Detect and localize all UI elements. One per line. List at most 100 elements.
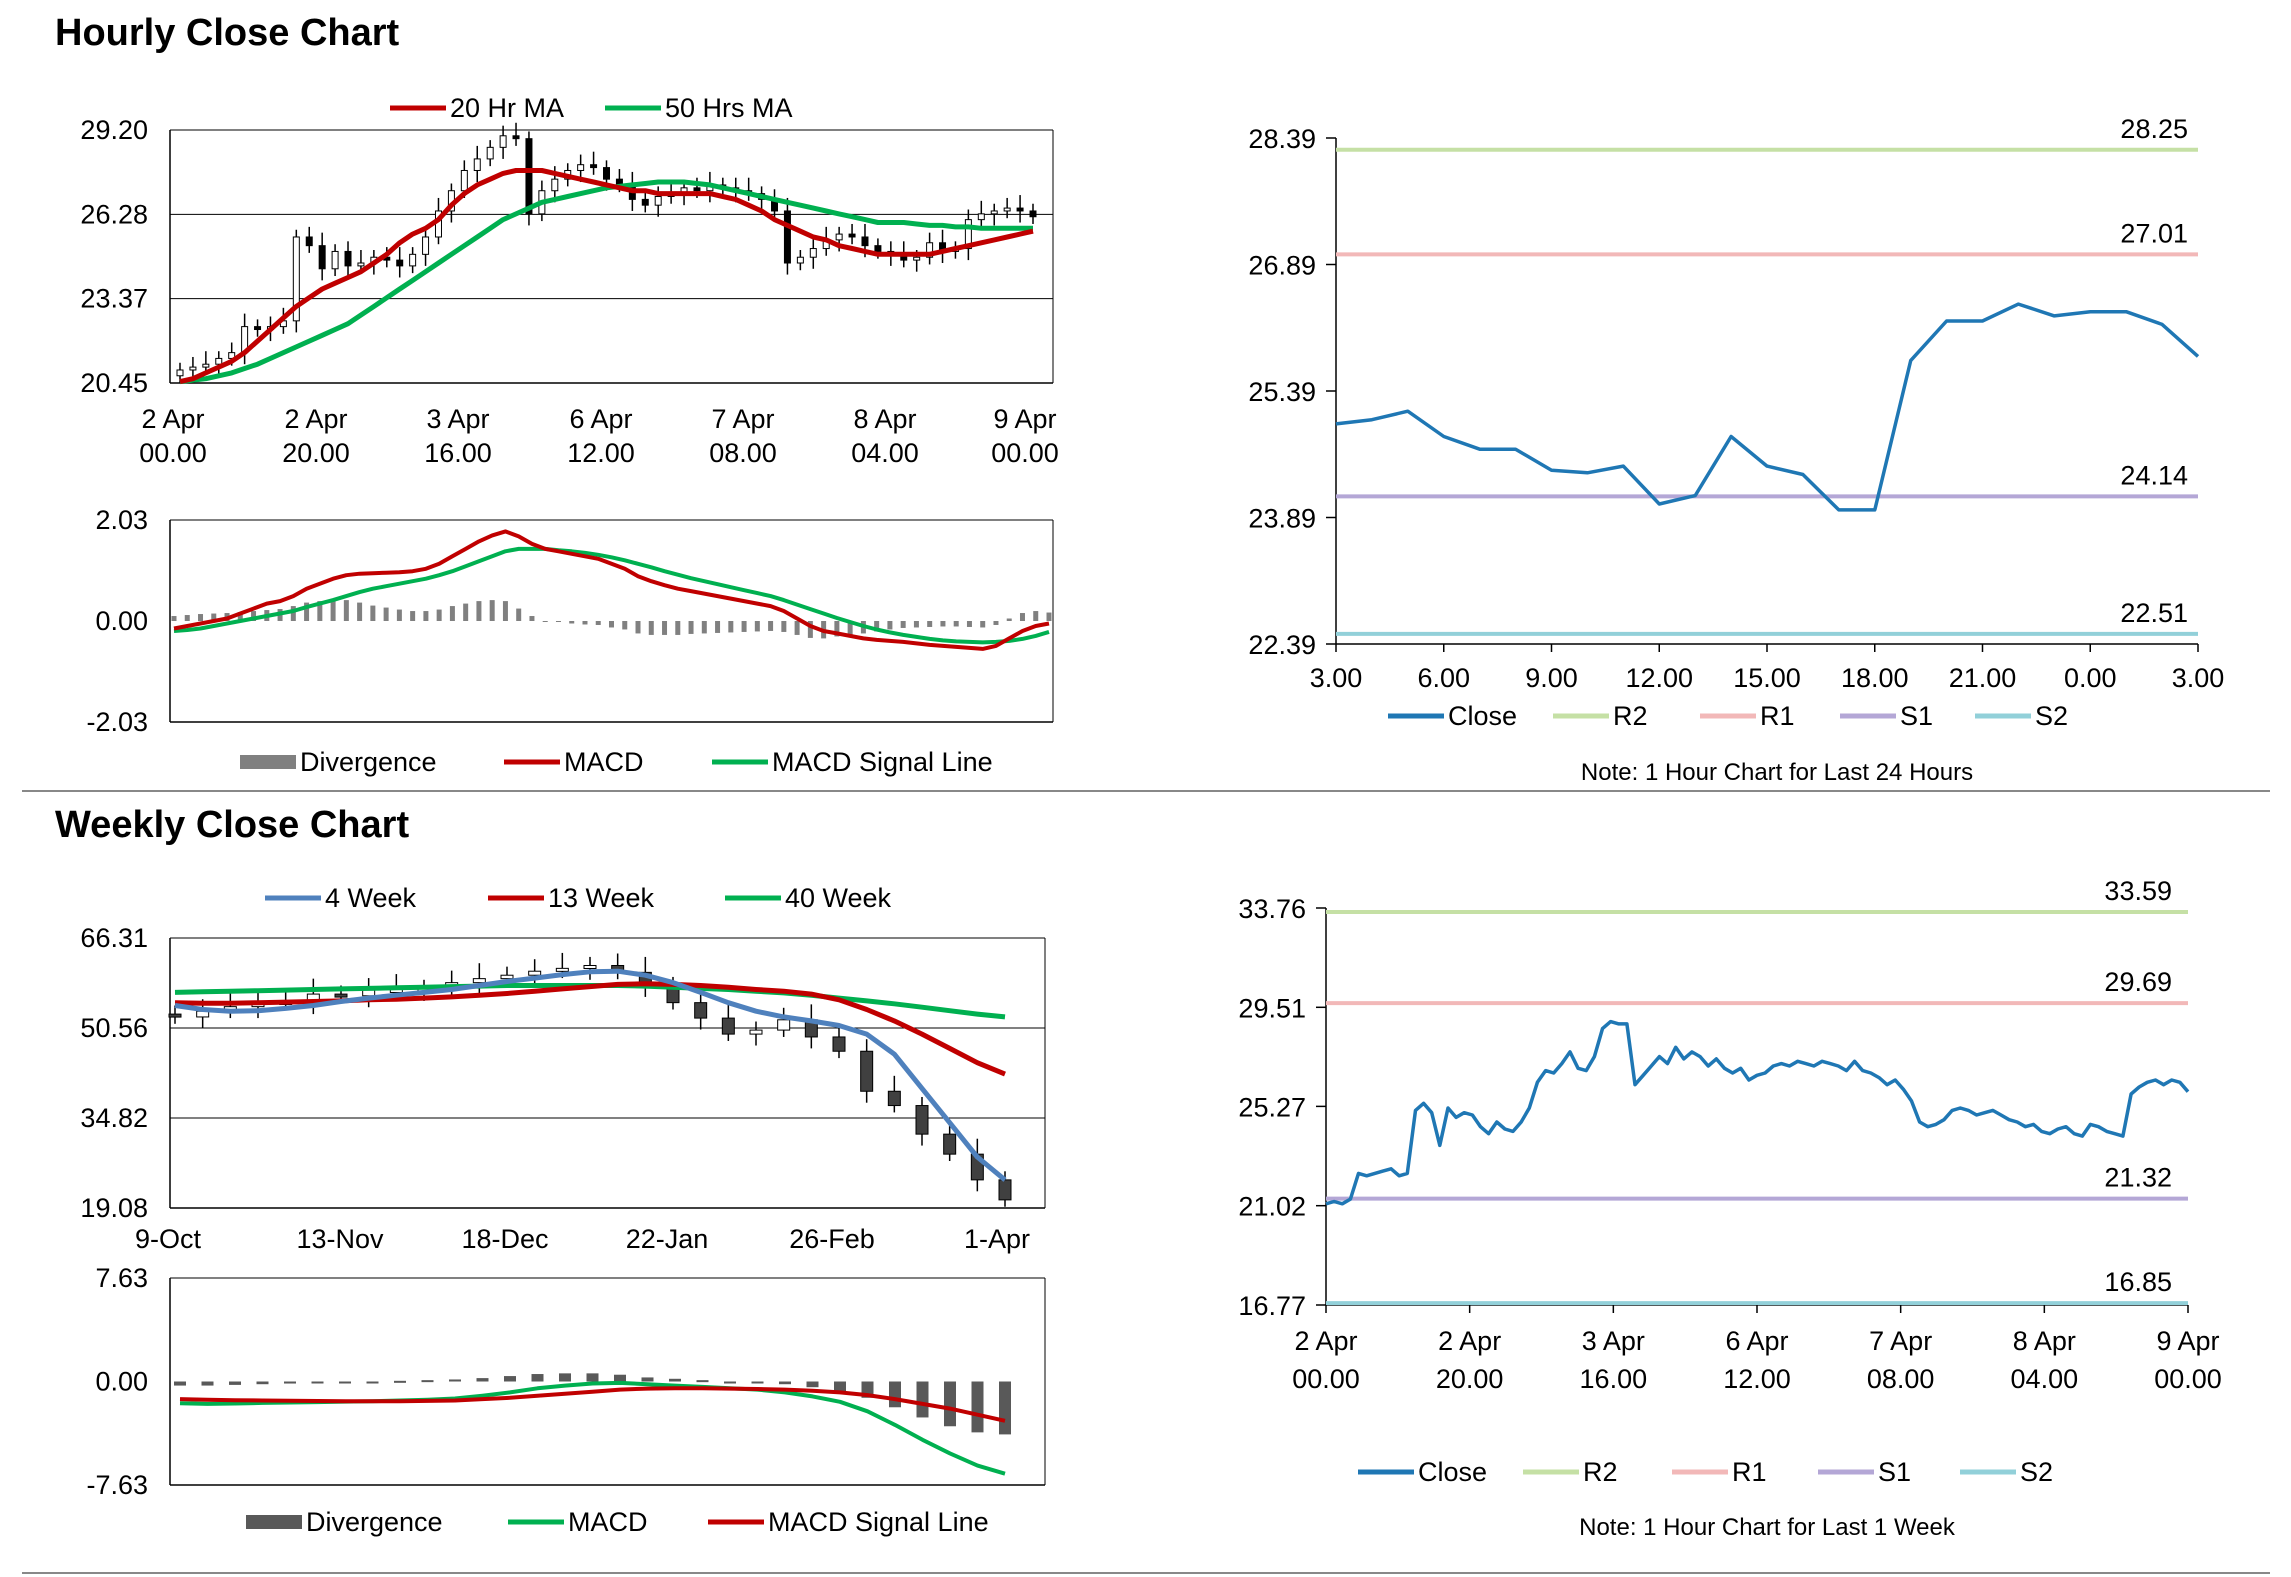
hourly-divergence-bar	[582, 621, 588, 625]
weekly-divergence-bar	[394, 1380, 406, 1383]
hourly-x-tick-time: 12.00	[567, 438, 635, 468]
legend-hourly-macd-label: MACD	[564, 747, 644, 777]
weekly-divergence-bar	[476, 1378, 489, 1382]
hourly-24h-legend-s1-label: S1	[1900, 701, 1933, 731]
weekly-candle	[694, 1002, 708, 1019]
hourly-x-tick-time: 00.00	[139, 438, 207, 468]
legend-weekly-divergence-swatch	[246, 1515, 302, 1529]
weekly-macd-y-tick: 7.63	[95, 1263, 148, 1293]
weekly-x-tick: 9-Oct	[135, 1224, 202, 1254]
legend-4-week-label: 4 Week	[325, 883, 417, 913]
weekly-candle	[749, 1029, 763, 1035]
hourly-x-tick-time: 00.00	[991, 438, 1059, 468]
weekly-x-tick: 1-Apr	[964, 1224, 1030, 1254]
hourly-candle	[577, 164, 585, 171]
weekly-y-tick: 66.31	[80, 923, 148, 953]
hourly-divergence-bar	[569, 621, 575, 624]
hourly-x-tick-time: 16.00	[424, 438, 492, 468]
hourly-divergence-bar	[489, 600, 495, 621]
hourly-divergence-bar	[662, 621, 668, 635]
hourly-divergence-bar	[887, 621, 893, 630]
legend-weekly-signal-label: MACD Signal Line	[768, 1507, 989, 1537]
hourly-divergence-bar	[622, 621, 628, 630]
hourly-section-title: Hourly Close Chart	[55, 12, 400, 54]
weekly-divergence-bar	[724, 1381, 736, 1384]
hourly-divergence-bar	[198, 614, 204, 621]
weekly-1w-x-tick-time: 04.00	[2011, 1364, 2079, 1394]
hourly-candle	[318, 245, 326, 270]
weekly-y-tick: 50.56	[80, 1013, 148, 1043]
hourly-divergence-bar	[834, 621, 840, 637]
hourly-divergence-bar	[728, 621, 734, 633]
hourly-24h-s1-label: 24.14	[2120, 460, 2188, 490]
hourly-divergence-bar	[754, 621, 760, 632]
hourly-divergence-bar	[449, 606, 455, 621]
weekly-candle	[168, 1013, 182, 1018]
hourly-divergence-bar	[463, 603, 469, 621]
weekly-candle	[528, 970, 542, 976]
weekly-divergence-bar	[779, 1381, 791, 1385]
weekly-divergence-bar	[339, 1381, 351, 1384]
hourly-divergence-bar	[768, 621, 774, 631]
weekly-1w-x-tick-date: 7 Apr	[1869, 1326, 1932, 1356]
bottom-divider	[22, 1572, 2270, 1574]
hourly-divergence-bar	[675, 621, 681, 635]
weekly-candle	[998, 1179, 1012, 1201]
weekly-x-tick: 13-Nov	[296, 1224, 384, 1254]
weekly-divergence-bar	[751, 1381, 764, 1384]
hourly-divergence-bar	[1046, 612, 1052, 621]
hourly-divergence-bar	[211, 613, 217, 621]
hourly-candle	[292, 236, 300, 322]
weekly-1w-close-line	[1325, 1019, 2190, 1206]
hourly-24h-y-tick: 28.39	[1248, 124, 1316, 154]
hourly-divergence-bar	[648, 621, 654, 635]
legend-50hrs-ma-label: 50 Hrs MA	[665, 93, 793, 123]
hourly-x-tick-time: 08.00	[709, 438, 777, 468]
weekly-1w-y-tick: 16.77	[1238, 1291, 1306, 1321]
weekly-x-tick: 22-Jan	[626, 1224, 709, 1254]
hourly-candle	[603, 167, 610, 180]
weekly-macd-y-tick: 0.00	[95, 1367, 148, 1397]
hourly-candle	[215, 357, 223, 365]
hourly-candle	[1003, 207, 1011, 212]
hourly-candle	[189, 366, 197, 371]
hourly-candle	[693, 187, 701, 192]
weekly-divergence-bar	[614, 1374, 626, 1382]
hourly-candle	[654, 196, 662, 206]
hourly-candle	[460, 169, 468, 192]
hourly-24h-y-tick: 22.39	[1248, 630, 1316, 660]
hourly-divergence-bar	[237, 612, 243, 621]
hourly-divergence-bar	[940, 621, 946, 627]
weekly-1w-legend-close-label: Close	[1418, 1457, 1487, 1487]
hourly-divergence-bar	[251, 611, 257, 621]
hourly-candle	[331, 250, 339, 270]
hourly-divergence-bar	[927, 621, 933, 627]
hourly-24h-legend-r1-label: R1	[1760, 701, 1795, 731]
hourly-divergence-bar	[1006, 618, 1012, 621]
weekly-1w-y-tick: 21.02	[1238, 1192, 1306, 1222]
weekly-candle	[721, 1017, 735, 1035]
weekly-candle	[832, 1036, 846, 1052]
hourly-divergence-bar	[847, 621, 853, 635]
hourly-x-tick-time: 20.00	[282, 438, 350, 468]
weekly-1w-s2-label: 16.85	[2104, 1267, 2172, 1297]
hourly-candle	[796, 256, 804, 264]
hourly-24h-note: Note: 1 Hour Chart for Last 24 Hours	[1581, 759, 1973, 786]
weekly-divergence-bar	[366, 1381, 379, 1384]
weekly-candle	[860, 1050, 874, 1092]
weekly-divergence-bar	[586, 1373, 599, 1382]
hourly-candle	[357, 262, 365, 267]
weekly-divergence-bar	[999, 1381, 1011, 1435]
hourly-candle	[525, 138, 533, 215]
weekly-1w-x-tick-time: 00.00	[1292, 1364, 1360, 1394]
weekly-1w-s1-label: 21.32	[2104, 1163, 2172, 1193]
weekly-1w-note: Note: 1 Hour Chart for Last 1 Week	[1579, 1514, 1956, 1541]
weekly-candle	[777, 1019, 791, 1031]
weekly-divergence-bar	[889, 1381, 901, 1408]
weekly-divergence-bar	[229, 1381, 241, 1385]
hourly-divergence-bar	[171, 616, 177, 621]
hourly-divergence-bar	[807, 621, 813, 638]
hourly-24h-y-tick: 25.39	[1248, 377, 1316, 407]
hourly-y-tick: 23.37	[80, 284, 148, 314]
